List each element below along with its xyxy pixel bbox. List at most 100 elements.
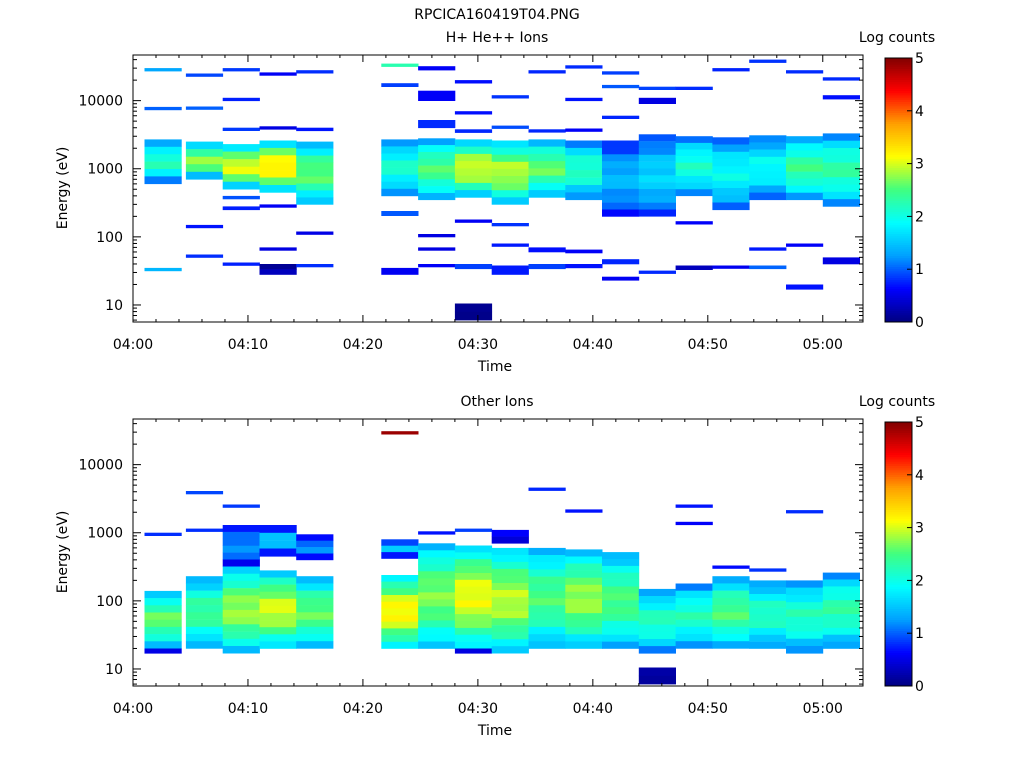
heatmap-cell: [602, 600, 640, 608]
y-tick-label: 10: [105, 662, 123, 678]
heatmap-cell: [381, 188, 419, 197]
colorbar-segment: [885, 291, 912, 294]
heatmap-cell: [185, 619, 224, 628]
heatmap-cell: [491, 161, 529, 170]
colorbar-segment: [885, 179, 912, 182]
heatmap-cell: [454, 168, 493, 176]
heatmap-cell: [786, 243, 824, 247]
heatmap-cell: [144, 612, 182, 620]
heatmap-cell: [491, 95, 529, 99]
heatmap-cell: [222, 631, 260, 640]
heatmap-cell: [602, 140, 640, 148]
x-tick-label: 04:00: [113, 337, 153, 353]
heatmap-cell: [675, 176, 713, 183]
colorbar-segment: [885, 190, 912, 193]
heatmap-cell: [222, 174, 260, 182]
colorbar-segment: [885, 527, 912, 531]
heatmap-cell: [296, 576, 334, 584]
colorbar-tick-label: 1: [915, 626, 924, 642]
heatmap-cell: [822, 641, 860, 649]
colorbar-segment: [885, 646, 912, 649]
heatmap-cell: [454, 311, 493, 321]
colorbar-segment: [885, 187, 912, 191]
colorbar-segment: [885, 91, 912, 94]
heatmap-cell: [381, 146, 419, 154]
heatmap-cell: [296, 641, 334, 649]
heatmap-cell: [491, 576, 529, 584]
heatmap-cell: [222, 504, 260, 508]
colorbar-segment: [885, 606, 912, 610]
heatmap-cell: [454, 190, 493, 198]
heatmap-cell: [638, 667, 676, 677]
heatmap-cell: [528, 547, 566, 556]
colorbar-segment: [885, 282, 912, 285]
colorbar-segment: [885, 554, 912, 557]
y-tick-label: 1000: [87, 526, 123, 542]
heatmap-cell: [491, 632, 529, 640]
heatmap-cell: [602, 175, 640, 183]
heatmap-cell: [712, 144, 750, 153]
colorbar-segment: [885, 273, 912, 277]
colorbar-tick-label: 4: [915, 468, 924, 484]
heatmap-cell: [565, 264, 603, 269]
heatmap-cell: [418, 578, 456, 586]
heatmap-cell: [528, 634, 566, 642]
heatmap-cell: [296, 553, 334, 561]
heatmap-cell: [222, 624, 260, 632]
heatmap-cell: [712, 265, 750, 269]
heatmap-cell: [786, 646, 824, 654]
heatmap-cell: [565, 620, 603, 628]
heatmap-cell: [418, 571, 456, 579]
colorbar-segment: [885, 499, 912, 502]
colorbar-segment: [885, 163, 912, 167]
heatmap-cell: [222, 159, 260, 167]
heatmap-cell: [259, 264, 297, 270]
colorbar-segment: [885, 69, 912, 72]
heatmap-cell: [222, 68, 260, 72]
heatmap-cell: [602, 154, 640, 162]
heatmap-cell: [749, 265, 787, 270]
heatmap-cell: [786, 70, 824, 74]
heatmap-cell: [454, 146, 493, 155]
colorbar-segment: [885, 474, 912, 478]
heatmap-cell: [712, 619, 750, 628]
heatmap-cell: [565, 549, 603, 557]
heatmap-cell: [638, 631, 676, 640]
heatmap-cell: [144, 626, 182, 635]
heatmap-cells: [144, 59, 860, 321]
heatmap-cell: [454, 607, 493, 615]
colorbar-segment: [885, 441, 912, 445]
colorbar-segment: [885, 271, 912, 274]
heatmap-cell: [638, 189, 676, 197]
heatmap-cell: [222, 206, 260, 211]
heatmap-cell: [381, 211, 419, 216]
colorbar-segment: [885, 635, 912, 638]
heatmap-cell: [749, 607, 787, 615]
heatmap-cell: [222, 538, 260, 546]
heatmap-cell: [418, 613, 456, 621]
colorbar-segment: [885, 428, 912, 432]
heatmap-cell: [712, 173, 750, 182]
colorbar-segment: [885, 477, 912, 480]
y-axis-label: Energy (eV): [55, 147, 71, 230]
heatmap-cell: [786, 510, 824, 514]
heatmap-cell: [418, 234, 456, 238]
colorbar-segment: [885, 71, 912, 74]
colorbar-segment: [885, 194, 912, 197]
colorbar-segment: [885, 207, 912, 211]
y-tick-label: 100: [96, 594, 123, 610]
colorbar-segment: [885, 64, 912, 68]
heatmap-cell: [259, 570, 297, 578]
heatmap-cell: [144, 161, 182, 170]
heatmap-cell: [565, 598, 603, 607]
heatmap-cell: [491, 625, 529, 633]
heatmap-cell: [381, 539, 419, 546]
heatmap-cell: [185, 605, 224, 613]
colorbar-segment: [885, 650, 912, 654]
heatmap-cell: [822, 572, 860, 580]
colorbar-segment: [885, 132, 912, 136]
heatmap-cell: [786, 587, 824, 596]
colorbar-segment: [885, 317, 912, 321]
heatmap-cell: [491, 604, 529, 612]
heatmap-cell: [565, 627, 603, 635]
